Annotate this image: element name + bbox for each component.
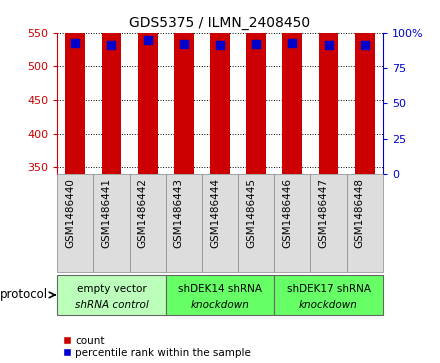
Point [72,40,79,45]
Text: shDEK17 shRNA: shDEK17 shRNA [286,284,370,294]
Bar [138,0,158,174]
Text: GSM1486442: GSM1486442 [138,178,148,248]
Bar [246,0,266,174]
Legend: count, percentile rank within the sample: count, percentile rank within the sample [62,336,251,358]
Bar [93,174,129,272]
Text: knockdown: knockdown [191,300,249,310]
Bar [57,275,166,315]
Point [289,40,296,45]
Bar [174,0,194,174]
Bar [166,174,202,272]
Point [180,41,187,47]
Bar [274,275,383,315]
Bar [66,0,85,174]
Bar [355,0,375,174]
Text: GSM1486448: GSM1486448 [355,178,365,248]
Point [361,42,368,48]
Text: GSM1486441: GSM1486441 [102,178,111,248]
Text: GDS5375 / ILMN_2408450: GDS5375 / ILMN_2408450 [129,16,311,30]
Point [216,42,224,48]
Bar [282,0,302,174]
Bar [238,174,274,272]
Text: GSM1486443: GSM1486443 [174,178,184,248]
Text: shDEK14 shRNA: shDEK14 shRNA [178,284,262,294]
Text: GSM1486446: GSM1486446 [282,178,292,248]
Text: GSM1486447: GSM1486447 [319,178,329,248]
Bar [347,174,383,272]
Bar [210,0,230,174]
Point [253,41,260,47]
Text: GSM1486445: GSM1486445 [246,178,256,248]
Bar [274,174,311,272]
Text: GSM1486444: GSM1486444 [210,178,220,248]
Point [108,42,115,48]
Text: protocol: protocol [0,289,48,301]
Bar [166,275,274,315]
Text: empty vector: empty vector [77,284,147,294]
Point [144,37,151,43]
Bar [311,174,347,272]
Text: knockdown: knockdown [299,300,358,310]
Text: GSM1486440: GSM1486440 [65,178,75,248]
Bar [129,174,166,272]
Text: shRNA control: shRNA control [75,300,148,310]
Bar [102,0,121,174]
Bar [319,0,338,174]
Point [325,42,332,48]
Bar [57,174,93,272]
Bar [202,174,238,272]
